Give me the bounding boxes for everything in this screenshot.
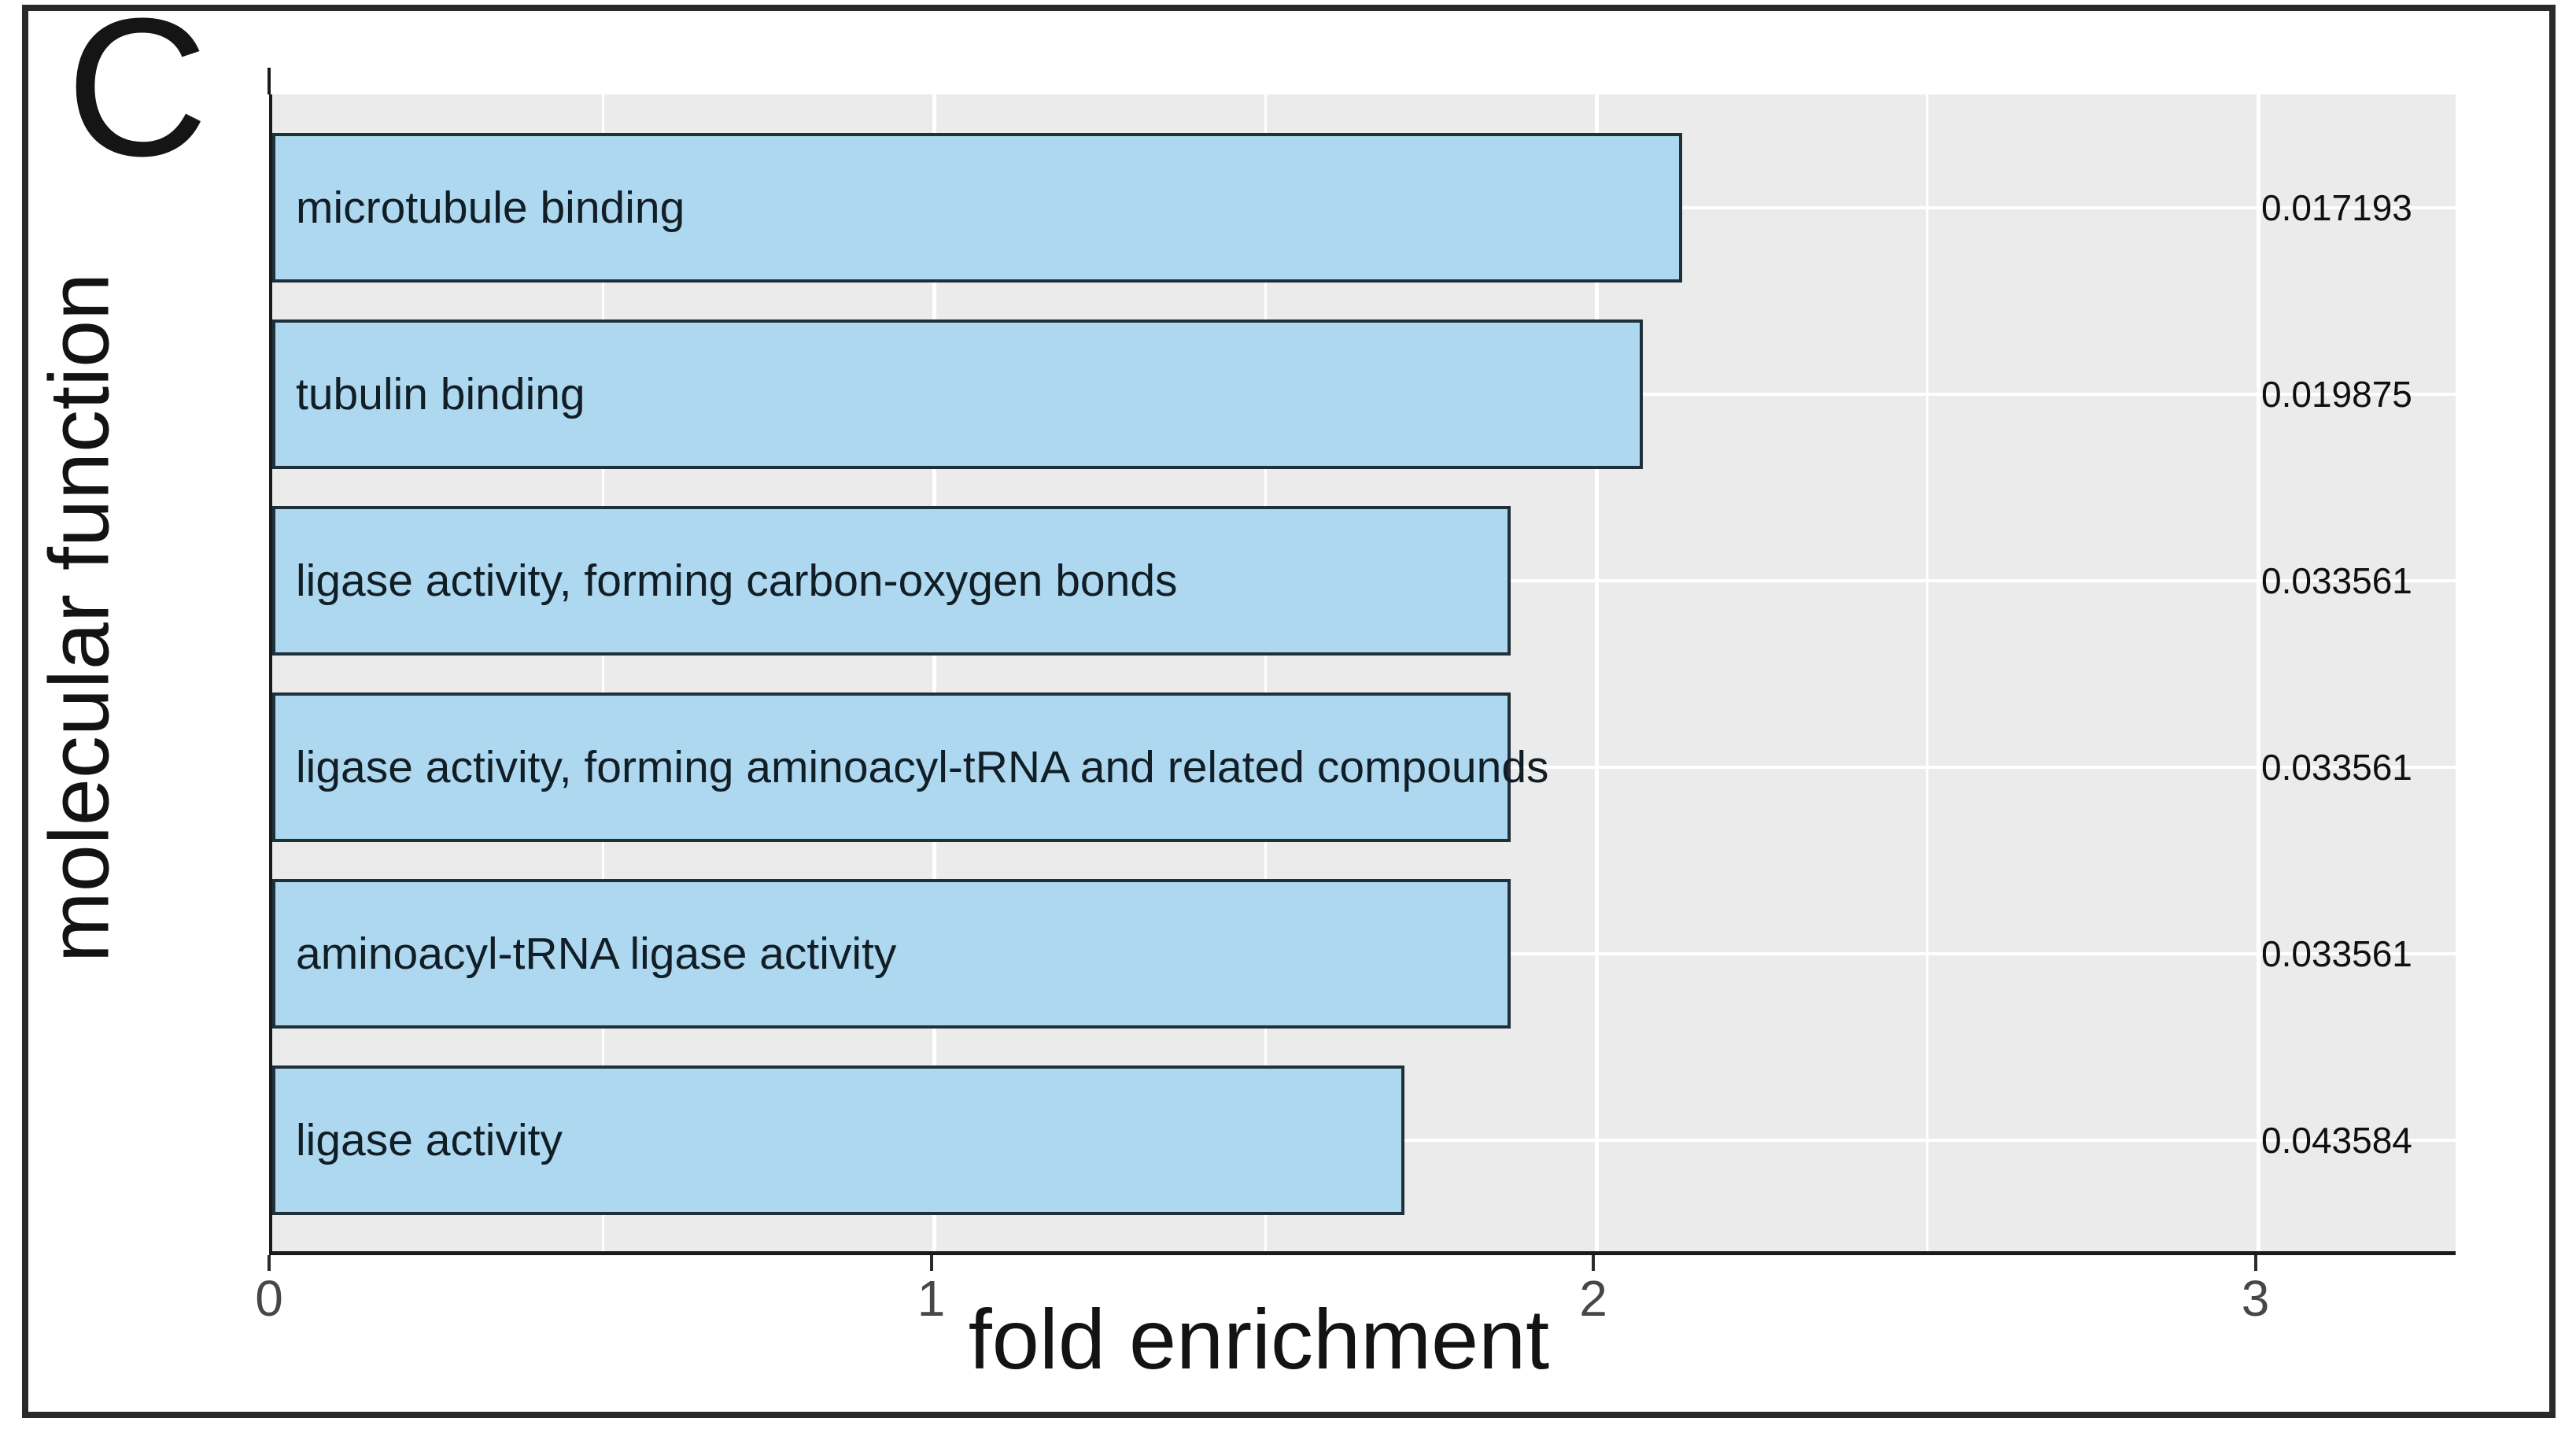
bar — [272, 879, 1511, 1029]
bar-p-value-label: 0.019875 — [2261, 374, 2412, 415]
x-axis-tick-label: 3 — [2241, 1270, 2270, 1327]
x-axis-title: fold enrichment — [968, 1291, 1550, 1387]
x-axis-tick-label: 2 — [1579, 1270, 1607, 1327]
bar-category-label: ligase activity, forming aminoacyl-tRNA … — [296, 742, 1549, 792]
figure-border — [22, 5, 2556, 1418]
bar — [272, 506, 1511, 656]
x-axis-tick-mark — [268, 1255, 271, 1271]
y-axis-title: molecular function — [31, 272, 127, 963]
x-major-gridline — [1594, 94, 1599, 1251]
x-axis-tick-mark — [1592, 1255, 1595, 1271]
x-minor-gridline — [1264, 94, 1267, 1251]
x-axis-tick-mark — [929, 1255, 933, 1271]
x-minor-gridline — [1926, 94, 1929, 1251]
bar — [272, 692, 1511, 842]
bar-category-label: ligase activity, forming carbon-oxygen b… — [296, 556, 1178, 606]
bar-p-value-label: 0.033561 — [2261, 933, 2412, 974]
x-major-gridline — [2257, 94, 2260, 1251]
x-axis-tick-mark — [2253, 1255, 2257, 1271]
bar-p-value-label: 0.033561 — [2261, 560, 2412, 601]
bar-category-label: tubulin binding — [296, 369, 585, 419]
bar — [272, 133, 1683, 283]
bar-category-label: microtubule binding — [296, 183, 685, 233]
x-major-gridline — [932, 94, 936, 1251]
x-minor-gridline — [602, 94, 605, 1251]
x-axis-tick-label: 1 — [917, 1270, 946, 1327]
bar-category-label: ligase activity — [296, 1115, 563, 1165]
bar — [272, 1066, 1404, 1215]
plot-panel: microtubule binding 0.017193 tubulin bin… — [269, 94, 2456, 1255]
panel-letter-label: C — [66, 0, 209, 197]
bar-p-value-label: 0.033561 — [2261, 747, 2412, 788]
bar-p-value-label: 0.017193 — [2261, 187, 2412, 228]
bar-category-label: aminoacyl-tRNA ligase activity — [296, 929, 897, 979]
y-axis-line-stub — [268, 68, 271, 94]
x-axis-tick-label: 0 — [255, 1270, 283, 1327]
bar — [272, 319, 1643, 469]
bar-p-value-label: 0.043584 — [2261, 1120, 2412, 1161]
